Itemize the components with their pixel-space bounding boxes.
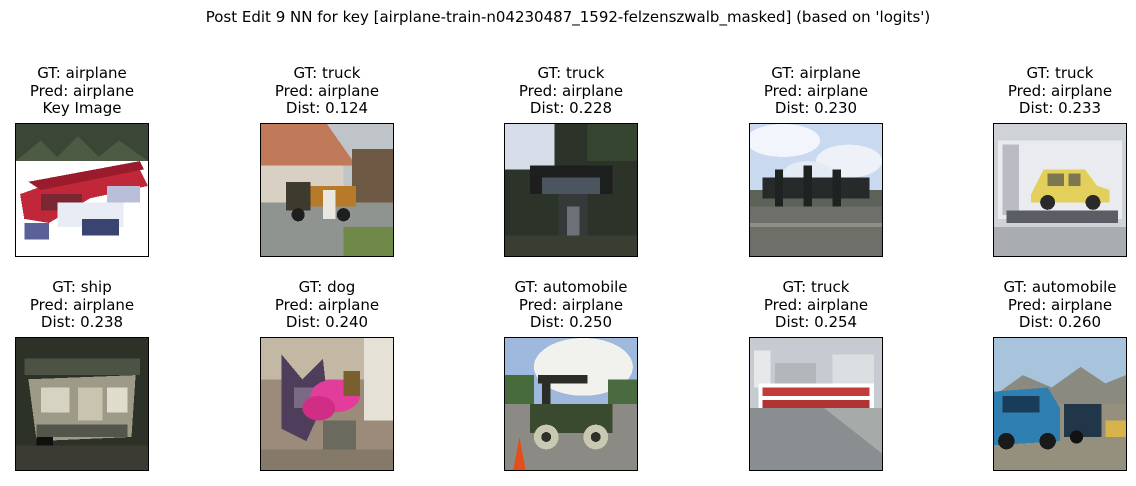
prediction-label: Pred: airplane bbox=[763, 295, 869, 314]
neighbor-panel: GT: truck Pred: airplane Dist: 0.124 bbox=[260, 64, 394, 257]
ground-truth-label: GT: truck bbox=[1026, 64, 1094, 82]
panel-caption: GT: airplane Pred: airplane Key Image bbox=[0, 64, 189, 118]
distance-label: Dist: 0.233 bbox=[1018, 99, 1102, 117]
dog-flowers-photo-icon bbox=[260, 337, 394, 471]
neighbor-panel: GT: ship Pred: airplane Dist: 0.238 bbox=[15, 278, 149, 471]
prediction-label: Pred: airplane bbox=[518, 295, 624, 314]
vintage-car-photo-icon bbox=[504, 337, 638, 471]
neighbor-panel: GT: truck Pred: airplane Dist: 0.254 bbox=[749, 278, 883, 471]
distance-label: Dist: 0.230 bbox=[774, 99, 858, 117]
neighbor-panel: GT: truck Pred: airplane Dist: 0.233 bbox=[993, 64, 1127, 257]
panel-caption: GT: automobile Pred: airplane Dist: 0.260 bbox=[953, 278, 1136, 332]
panel-caption: GT: truck Pred: airplane Dist: 0.233 bbox=[953, 64, 1136, 118]
distance-label: Dist: 0.240 bbox=[285, 313, 369, 331]
neighbor-panel: GT: airplane Pred: airplane Key Image bbox=[15, 64, 149, 257]
blue-car-photo-icon bbox=[993, 337, 1127, 471]
ground-truth-label: GT: automobile bbox=[514, 278, 628, 296]
distance-label: Dist: 0.260 bbox=[1018, 313, 1102, 331]
panel-caption: GT: automobile Pred: airplane Dist: 0.250 bbox=[464, 278, 678, 332]
distance-label: Dist: 0.124 bbox=[285, 99, 369, 117]
prediction-label: Pred: airplane bbox=[518, 81, 624, 100]
panel-caption: GT: ship Pred: airplane Dist: 0.238 bbox=[0, 278, 189, 332]
ship-photo-icon bbox=[15, 337, 149, 471]
distance-label: Dist: 0.238 bbox=[40, 313, 124, 331]
distance-label: Dist: 0.250 bbox=[529, 313, 613, 331]
prediction-label: Pred: airplane bbox=[1007, 81, 1113, 100]
prediction-label: Pred: airplane bbox=[763, 81, 869, 100]
prediction-label: Pred: airplane bbox=[274, 81, 380, 100]
ground-truth-label: GT: airplane bbox=[771, 64, 861, 82]
prediction-label: Pred: airplane bbox=[29, 81, 135, 100]
neighbor-panel: GT: automobile Pred: airplane Dist: 0.260 bbox=[993, 278, 1127, 471]
ground-truth-label: GT: ship bbox=[52, 278, 112, 296]
red-airplane-photo-icon bbox=[15, 123, 149, 257]
neighbor-panel: GT: airplane Pred: airplane Dist: 0.230 bbox=[749, 64, 883, 257]
key-image-label: Key Image bbox=[42, 99, 122, 117]
ground-truth-label: GT: truck bbox=[537, 64, 605, 82]
dark-truck-photo-icon bbox=[504, 123, 638, 257]
ground-truth-label: GT: dog bbox=[298, 278, 356, 296]
panel-caption: GT: truck Pred: airplane Dist: 0.228 bbox=[464, 64, 678, 118]
prediction-label: Pred: airplane bbox=[274, 295, 380, 314]
distance-label: Dist: 0.254 bbox=[774, 313, 858, 331]
truck-near-house-photo-icon bbox=[260, 123, 394, 257]
airplane-sky-photo-icon bbox=[749, 123, 883, 257]
prediction-label: Pred: airplane bbox=[29, 295, 135, 314]
prediction-label: Pred: airplane bbox=[1007, 295, 1113, 314]
tow-truck-photo-icon bbox=[993, 123, 1127, 257]
ground-truth-label: GT: automobile bbox=[1003, 278, 1117, 296]
panel-caption: GT: truck Pred: airplane Dist: 0.124 bbox=[220, 64, 434, 118]
ground-truth-label: GT: truck bbox=[293, 64, 361, 82]
ground-truth-label: GT: truck bbox=[782, 278, 850, 296]
neighbor-panel: GT: dog Pred: airplane Dist: 0.240 bbox=[260, 278, 394, 471]
panel-caption: GT: dog Pred: airplane Dist: 0.240 bbox=[220, 278, 434, 332]
neighbor-panel: GT: automobile Pred: airplane Dist: 0.250 bbox=[504, 278, 638, 471]
panel-caption: GT: airplane Pred: airplane Dist: 0.230 bbox=[709, 64, 923, 118]
panel-caption: GT: truck Pred: airplane Dist: 0.254 bbox=[709, 278, 923, 332]
distance-label: Dist: 0.228 bbox=[529, 99, 613, 117]
ground-truth-label: GT: airplane bbox=[37, 64, 127, 82]
fire-truck-photo-icon bbox=[749, 337, 883, 471]
figure-title: Post Edit 9 NN for key [airplane-train-n… bbox=[205, 8, 931, 26]
neighbor-panel: GT: truck Pred: airplane Dist: 0.228 bbox=[504, 64, 638, 257]
